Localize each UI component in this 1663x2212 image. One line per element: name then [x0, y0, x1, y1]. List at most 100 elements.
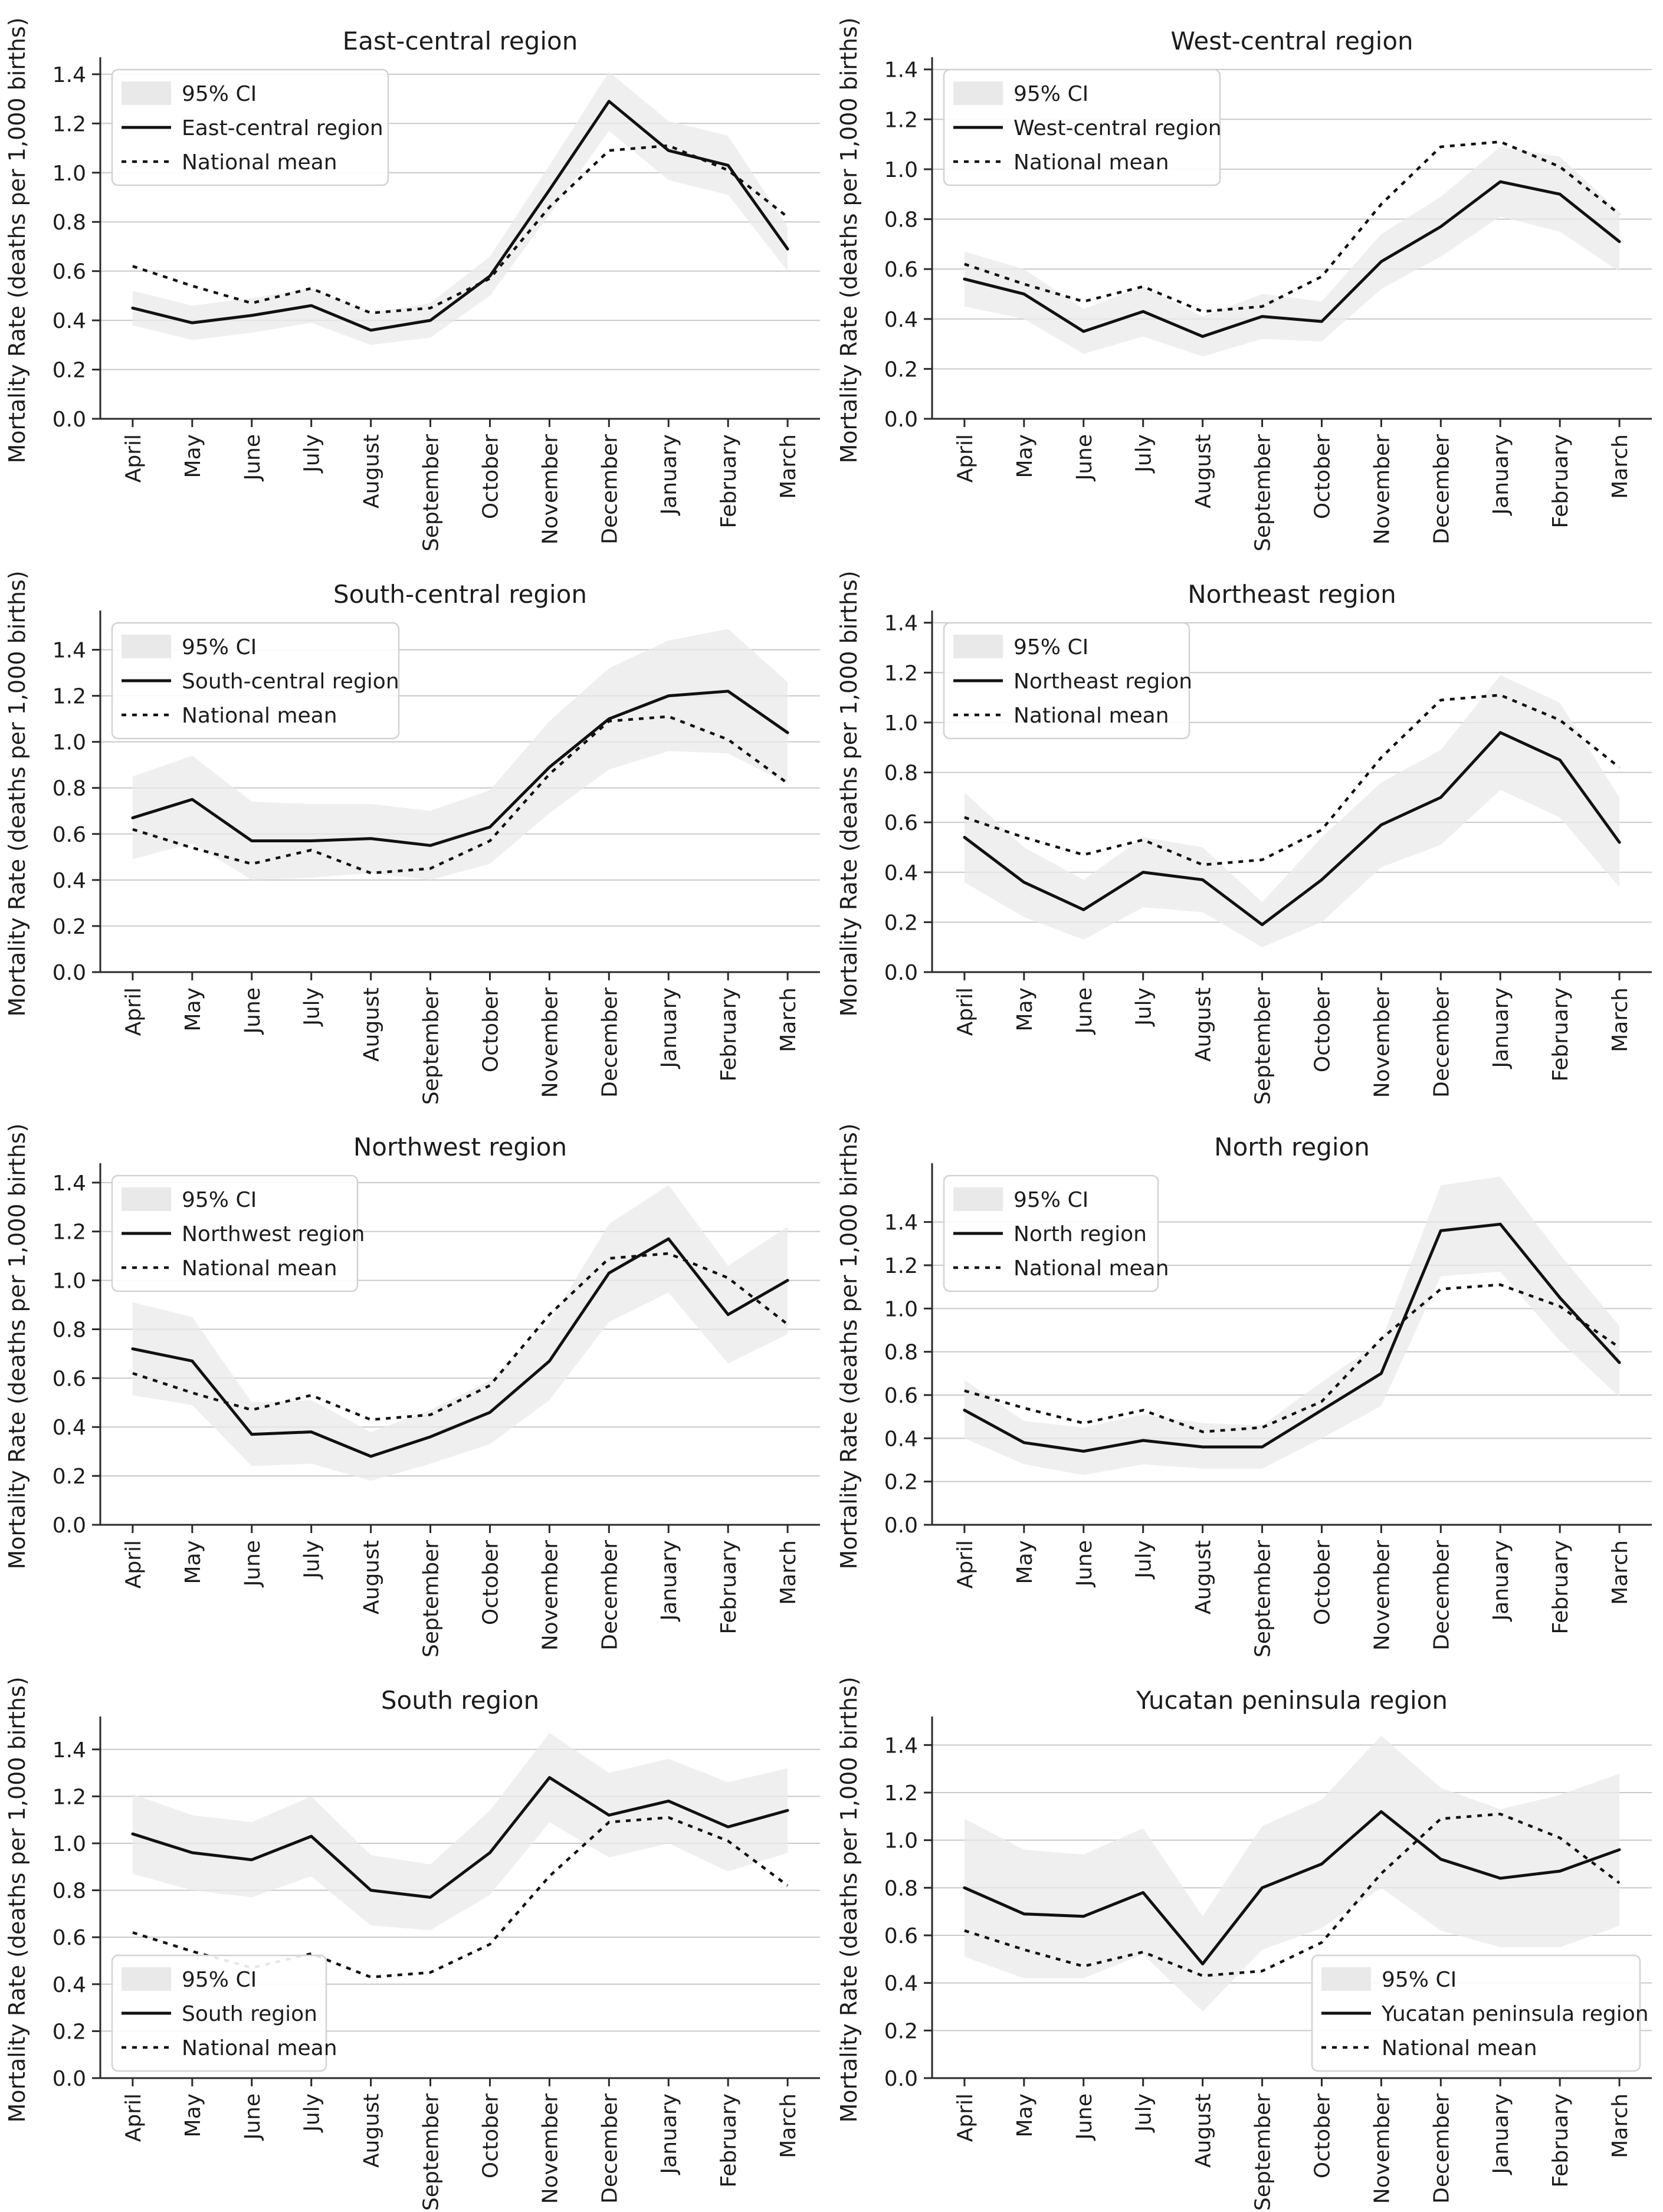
y-tick-label: 0.2 [884, 2019, 917, 2043]
national-mean-line [132, 1252, 789, 1422]
y-tick-label: 0.6 [53, 822, 86, 846]
y-tick-label: 1.0 [884, 1297, 917, 1321]
x-tick-label: November [538, 434, 562, 544]
x-tick-label: October [478, 2093, 503, 2178]
x-tick-label: March [776, 1540, 801, 1605]
region-line [962, 180, 1621, 338]
x-tick-label: April [122, 987, 146, 1036]
y-axis-label: Mortality Rate (deaths per 1,000 births) [4, 17, 30, 463]
y-tick-label: 0.2 [884, 911, 917, 935]
x-tick-label: March [1608, 987, 1632, 1052]
legend: 95% CI Northeast region National mean [943, 622, 1192, 739]
x-tick-label: September [419, 987, 444, 1104]
x-tick-label: January [657, 2093, 681, 2175]
y-tick-label: 0.4 [53, 309, 86, 333]
x-tick-label: February [1549, 987, 1573, 1082]
x-tick-label: August [360, 1540, 384, 1614]
y-tick-label: 0.2 [53, 359, 86, 383]
x-tick-label: August [1191, 987, 1215, 1062]
x-tick-label: May [181, 987, 205, 1031]
x-tick-label: March [1608, 2093, 1632, 2158]
y-tick-label: 0.8 [53, 1879, 86, 1903]
legend-label: National mean [1013, 150, 1169, 175]
legend-label: Northeast region [1013, 669, 1192, 694]
chart-panel-northwest: 0.0 0.2 0.4 0.6 0.8 1.0 1.2 1.4 April May June July… [0, 1106, 832, 1659]
chart-panel-east-central: 0.0 0.2 0.4 0.6 0.8 1.0 1.2 1.4 April May June July… [0, 0, 832, 553]
x-tick-label: November [1370, 434, 1394, 544]
y-tick-label: 1.0 [884, 711, 917, 735]
x-tick-label: July [300, 434, 324, 474]
x-tick-label: January [657, 434, 681, 516]
national-mean-line [963, 1283, 1620, 1433]
legend-label: Northwest region [182, 1222, 365, 1246]
x-tick-label: June [241, 2093, 265, 2141]
x-tick-label: December [598, 434, 622, 544]
y-tick-label: 1.4 [884, 1734, 917, 1758]
x-tick-label: October [1310, 434, 1334, 519]
y-tick-label: 0.8 [884, 208, 917, 232]
x-tick-label: April [953, 987, 977, 1036]
x-tick-label: October [1310, 2093, 1334, 2178]
chart-title: South-central region [333, 580, 587, 609]
chart-northeast: 0.0 0.2 0.4 0.6 0.8 1.0 1.2 1.4 April May June July… [836, 570, 1652, 1104]
national-mean-line [963, 140, 1621, 313]
x-tick-label: May [181, 2093, 205, 2137]
x-tick-label: November [1370, 987, 1394, 1097]
x-tick-label: August [360, 987, 384, 1062]
x-tick-label: September [1251, 987, 1275, 1104]
x-tick-label: November [538, 987, 562, 1097]
y-tick-label: 0.6 [884, 258, 917, 282]
x-tick-label: May [181, 434, 205, 478]
x-tick-label: November [538, 2093, 562, 2203]
legend: 95% CI Yucatan peninsula region National m… [1311, 1954, 1649, 2072]
y-tick-label: 0.2 [53, 1465, 86, 1489]
chart-yucatan: 0.0 0.2 0.4 0.6 0.8 1.0 1.2 1.4 April May June July… [836, 1676, 1652, 2210]
legend-box [111, 622, 400, 739]
x-tick-label: May [1012, 434, 1036, 478]
legend-box [943, 622, 1190, 739]
chart-title: South region [381, 1686, 539, 1715]
y-tick-label: 0.6 [884, 811, 917, 835]
chart-south-central: 0.0 0.2 0.4 0.6 0.8 1.0 1.2 1.4 April May June July… [4, 570, 820, 1104]
region-line [962, 1222, 1621, 1453]
legend-ci-swatch [122, 1967, 171, 1991]
x-tick-label: January [1489, 2093, 1513, 2175]
x-tick-label: June [1072, 2093, 1096, 2141]
national-mean-line [963, 1812, 1620, 1977]
y-tick-label: 0.6 [53, 1926, 86, 1950]
legend-label: 95% CI [182, 1188, 257, 1212]
y-tick-label: 1.4 [53, 1738, 86, 1762]
x-tick-label: May [181, 1540, 205, 1584]
x-tick-label: August [1191, 2093, 1215, 2168]
y-tick-label: 0.4 [884, 308, 917, 332]
region-line [131, 100, 789, 332]
x-tick-label: November [538, 1540, 562, 1650]
y-tick-label: 0.0 [884, 408, 917, 432]
legend-label: Yucatan peninsula region [1381, 2002, 1649, 2026]
y-tick-label: 1.2 [53, 1785, 86, 1809]
chart-title: Yucatan peninsula region [1136, 1686, 1448, 1715]
y-tick-label: 0.4 [884, 861, 917, 885]
y-axis-label: Mortality Rate (deaths per 1,000 births) [836, 1123, 862, 1569]
region-line [962, 730, 1621, 926]
x-tick-label: March [776, 987, 801, 1052]
x-tick-label: February [1549, 434, 1573, 529]
legend-label: National mean [182, 150, 337, 175]
x-tick-label: April [953, 434, 977, 483]
x-tick-label: December [1429, 2093, 1454, 2203]
y-tick-label: 1.4 [884, 611, 917, 635]
y-tick-label: 1.4 [53, 638, 86, 662]
legend-label: West-central region [1013, 116, 1222, 140]
x-tick-label: September [419, 434, 444, 552]
x-tick-label: October [1310, 1540, 1334, 1625]
y-tick-label: 1.0 [53, 730, 86, 754]
x-tick-label: February [717, 1540, 741, 1635]
x-tick-label: September [1251, 434, 1275, 552]
y-tick-label: 0.0 [53, 2067, 86, 2091]
legend-label: 95% CI [182, 82, 257, 106]
legend-label: National mean [1382, 2036, 1537, 2060]
y-tick-label: 0.0 [53, 1514, 86, 1538]
y-tick-label: 0.4 [53, 868, 86, 892]
ci-band [964, 146, 1619, 357]
ci-band [132, 71, 788, 345]
